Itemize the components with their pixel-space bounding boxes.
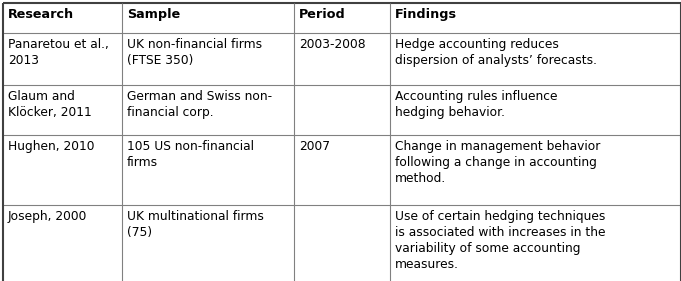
Bar xyxy=(294,205,390,281)
Text: UK non-financial firms
(FTSE 350): UK non-financial firms (FTSE 350) xyxy=(127,38,262,67)
Text: Hedge accounting reduces
dispersion of analysts’ forecasts.: Hedge accounting reduces dispersion of a… xyxy=(395,38,597,67)
Bar xyxy=(390,3,681,33)
Bar xyxy=(294,3,390,33)
Bar xyxy=(122,33,294,85)
Text: Use of certain hedging techniques
is associated with increases in the
variabilit: Use of certain hedging techniques is ass… xyxy=(395,210,605,271)
Text: 2007: 2007 xyxy=(299,140,330,153)
Text: Change in management behavior
following a change in accounting
method.: Change in management behavior following … xyxy=(395,140,601,185)
Text: Hughen, 2010: Hughen, 2010 xyxy=(8,140,95,153)
Text: German and Swiss non-
financial corp.: German and Swiss non- financial corp. xyxy=(127,90,272,119)
Bar xyxy=(390,135,681,205)
Bar xyxy=(390,33,681,85)
Bar xyxy=(3,135,122,205)
Bar xyxy=(3,3,122,33)
Bar xyxy=(122,85,294,135)
Text: Glaum and
Klöcker, 2011: Glaum and Klöcker, 2011 xyxy=(8,90,92,119)
Text: Research: Research xyxy=(8,8,74,21)
Text: 105 US non-financial
firms: 105 US non-financial firms xyxy=(127,140,254,169)
Bar xyxy=(390,205,681,281)
Bar xyxy=(3,85,122,135)
Text: 2003-2008: 2003-2008 xyxy=(299,38,366,51)
Bar xyxy=(3,33,122,85)
Bar xyxy=(294,85,390,135)
Bar xyxy=(122,3,294,33)
Text: Accounting rules influence
hedging behavior.: Accounting rules influence hedging behav… xyxy=(395,90,558,119)
Text: Findings: Findings xyxy=(395,8,457,21)
Bar xyxy=(294,135,390,205)
Text: Sample: Sample xyxy=(127,8,180,21)
Bar xyxy=(390,85,681,135)
Bar xyxy=(122,135,294,205)
Text: UK multinational firms
(75): UK multinational firms (75) xyxy=(127,210,264,239)
Text: Joseph, 2000: Joseph, 2000 xyxy=(8,210,87,223)
Bar xyxy=(122,205,294,281)
Bar xyxy=(294,33,390,85)
Bar xyxy=(3,205,122,281)
Text: Panaretou et al.,
2013: Panaretou et al., 2013 xyxy=(8,38,109,67)
Text: Period: Period xyxy=(299,8,346,21)
